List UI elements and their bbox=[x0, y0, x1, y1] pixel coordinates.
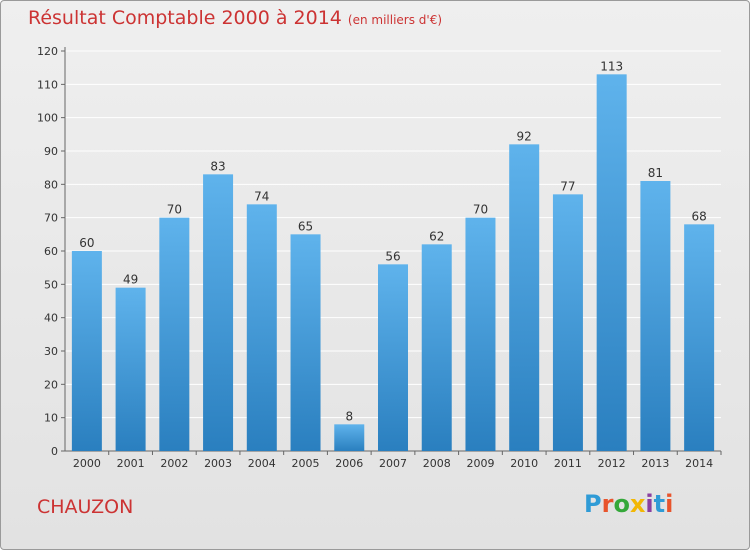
x-tick-label: 2000 bbox=[73, 457, 101, 470]
logo-letter: t bbox=[653, 490, 666, 518]
x-tick-label: 2003 bbox=[204, 457, 232, 470]
proxiti-logo: Proxiti bbox=[584, 490, 673, 518]
data-label: 81 bbox=[648, 166, 663, 180]
data-label: 92 bbox=[517, 129, 532, 143]
bar bbox=[115, 287, 146, 451]
y-tick-label: 20 bbox=[44, 378, 58, 391]
data-label: 113 bbox=[600, 59, 623, 73]
data-labels: 60 49 70 83 74 65 8 56 62 70 92 77 113 81 68 bbox=[79, 59, 707, 423]
data-label: 49 bbox=[123, 273, 138, 287]
x-tick-label: 2012 bbox=[598, 457, 626, 470]
data-label: 70 bbox=[167, 203, 182, 217]
y-tick-label: 100 bbox=[37, 112, 58, 125]
y-tick-label: 0 bbox=[51, 445, 58, 458]
bar bbox=[684, 224, 715, 451]
bar bbox=[465, 217, 496, 451]
bar bbox=[290, 234, 321, 451]
y-tick-label: 30 bbox=[44, 345, 58, 358]
logo-letter: o bbox=[613, 490, 630, 518]
city-name: CHAUZON bbox=[37, 496, 134, 518]
y-tick-label: 70 bbox=[44, 212, 58, 225]
x-tick-label: 2011 bbox=[554, 457, 582, 470]
y-tick-label: 50 bbox=[44, 278, 58, 291]
bar bbox=[421, 244, 452, 451]
x-tick-label: 2001 bbox=[117, 457, 145, 470]
bar bbox=[71, 251, 102, 451]
logo-letter: i bbox=[645, 490, 654, 518]
chart-subtitle: (en milliers d'€) bbox=[347, 13, 443, 27]
y-tick-label: 80 bbox=[44, 178, 58, 191]
y-tick-label: 110 bbox=[37, 78, 58, 91]
x-tick-label: 2004 bbox=[248, 457, 276, 470]
logo-letter: x bbox=[629, 490, 646, 518]
bar bbox=[552, 194, 583, 452]
bar bbox=[246, 204, 277, 451]
x-tick-label: 2002 bbox=[160, 457, 188, 470]
logo-letter: r bbox=[601, 490, 614, 518]
y-tick-label: 10 bbox=[44, 412, 58, 425]
x-tick-label: 2013 bbox=[641, 457, 669, 470]
x-tick-label: 2007 bbox=[379, 457, 407, 470]
bar bbox=[378, 264, 408, 451]
bar bbox=[596, 74, 627, 451]
data-label: 68 bbox=[691, 209, 706, 223]
axes: 0 10 20 30 40 50 60 70 80 90 100 110 120 2000 2001 2002… bbox=[37, 45, 722, 470]
bar bbox=[640, 181, 671, 451]
logo-letter: P bbox=[584, 490, 602, 518]
data-label: 77 bbox=[560, 179, 575, 193]
bar bbox=[334, 424, 365, 451]
bar bbox=[159, 217, 190, 451]
data-label: 83 bbox=[210, 159, 225, 173]
y-tick-label: 90 bbox=[44, 145, 58, 158]
logo-letter: i bbox=[665, 490, 674, 518]
x-tick-label: 2010 bbox=[510, 457, 538, 470]
x-tick-label: 2009 bbox=[466, 457, 494, 470]
chart-title-text: Résultat Comptable 2000 à 2014 bbox=[28, 7, 342, 29]
y-tick-label: 40 bbox=[44, 312, 58, 325]
bars bbox=[71, 74, 715, 452]
data-label: 60 bbox=[79, 236, 94, 250]
bar bbox=[509, 144, 540, 452]
data-label: 70 bbox=[473, 203, 488, 217]
data-label: 62 bbox=[429, 229, 444, 243]
chart-title: Résultat Comptable 2000 à 2014 (en millie… bbox=[28, 7, 442, 29]
x-tick-label: 2014 bbox=[685, 457, 713, 470]
x-tick-label: 2008 bbox=[423, 457, 451, 470]
data-label: 65 bbox=[298, 219, 313, 233]
x-tick-label: 2006 bbox=[335, 457, 363, 470]
y-tick-label: 120 bbox=[37, 45, 58, 58]
data-label: 74 bbox=[254, 189, 269, 203]
x-tick-label: 2005 bbox=[292, 457, 320, 470]
data-label: 56 bbox=[385, 249, 400, 263]
bar bbox=[203, 174, 234, 452]
y-tick-label: 60 bbox=[44, 245, 58, 258]
data-label: 8 bbox=[345, 409, 353, 423]
